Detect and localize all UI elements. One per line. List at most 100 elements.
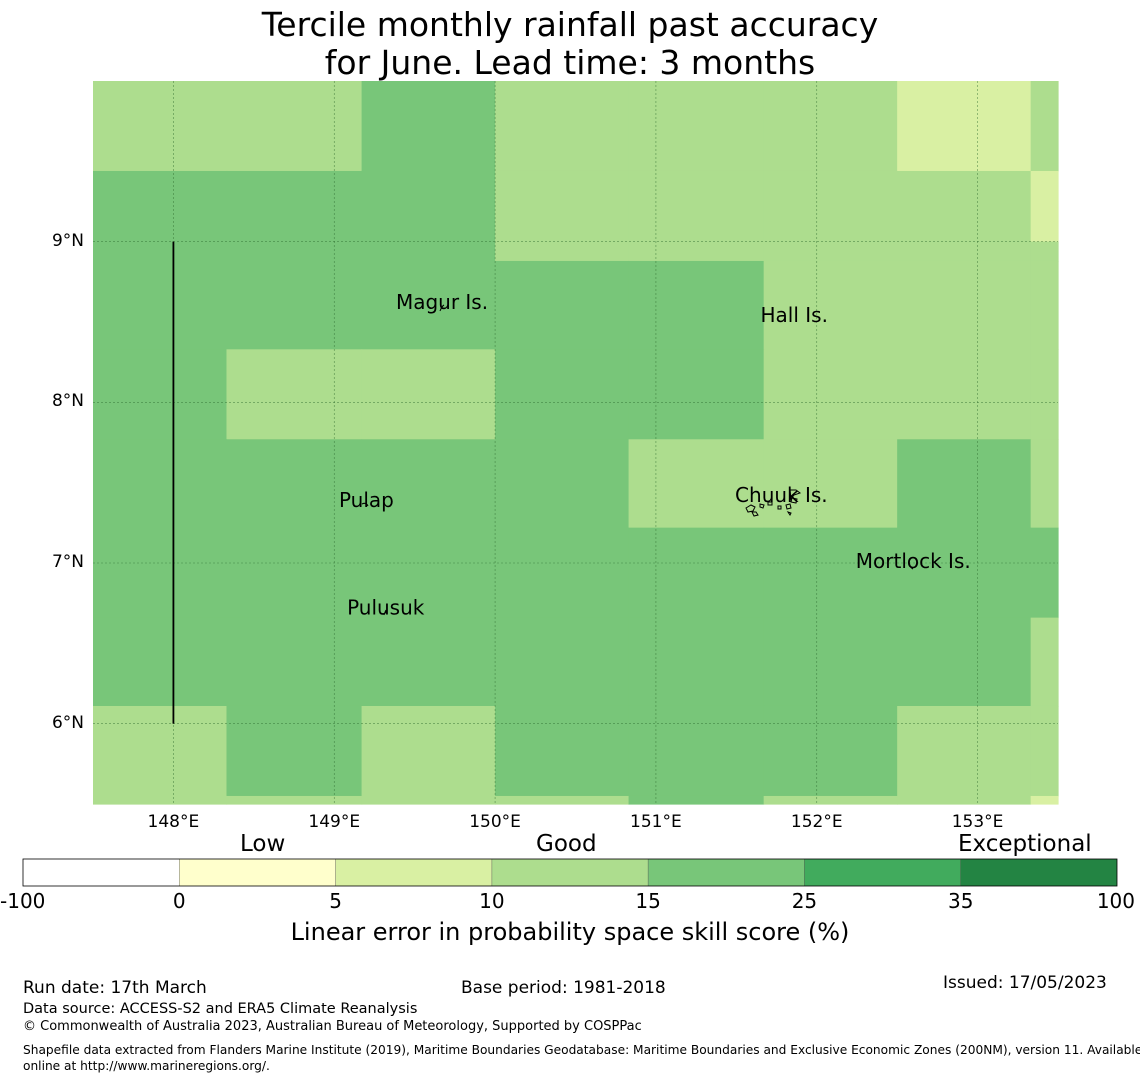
- x-tick-label: 149°E: [308, 812, 361, 832]
- grid-cell: [361, 527, 496, 619]
- grid-cell: [93, 617, 228, 707]
- colorbar-tick-label: 0: [172, 889, 186, 913]
- grid-cell: [897, 439, 1032, 529]
- shapefile-credit-line-2: online at http://www.marineregions.org/.: [23, 1059, 270, 1073]
- grid-cell: [1030, 260, 1059, 350]
- x-tick-label: 151°E: [630, 812, 682, 832]
- colorbar-title: Linear error in probability space skill …: [290, 918, 850, 946]
- grid-cell: [93, 705, 228, 797]
- grid-cell: [361, 81, 496, 172]
- grid-cell: [361, 705, 496, 797]
- grid-cell: [226, 260, 363, 350]
- grid-cell: [1030, 349, 1059, 440]
- grid-cell: [495, 795, 630, 805]
- grid-cell: [93, 241, 228, 262]
- grid-cell: [226, 527, 363, 619]
- grid-cell: [628, 241, 765, 262]
- colorbar-tick-label: 100: [1096, 889, 1135, 913]
- grid-cell: [897, 705, 1032, 797]
- title-line-1: Tercile monthly rainfall past accuracy: [261, 5, 879, 44]
- grid-cell: [763, 617, 898, 707]
- place-label: Magur Is.: [396, 290, 488, 314]
- base-period: Base period: 1981-2018: [461, 978, 666, 998]
- grid-cell: [226, 795, 363, 805]
- colorbar-segment: [179, 859, 336, 886]
- grid-cell: [1030, 527, 1059, 619]
- grid-cell: [897, 527, 1032, 619]
- grid-cell: [763, 349, 898, 440]
- place-label: Pulusuk: [347, 595, 425, 619]
- grid-cell: [361, 617, 496, 707]
- grid-cell: [897, 349, 1032, 440]
- grid-cell: [763, 705, 898, 797]
- colorbar-tick-label: 5: [329, 889, 342, 913]
- grid-cell: [495, 617, 630, 707]
- grid-cell: [226, 241, 363, 262]
- island-outlines: [361, 304, 914, 616]
- y-tick-label: 6°N: [51, 712, 84, 733]
- grid-cell: [226, 170, 363, 243]
- grid-cell: [226, 349, 363, 440]
- grid-cell: [897, 241, 1032, 262]
- x-tick-label: 148°E: [147, 812, 200, 832]
- grid-cell: [93, 260, 228, 350]
- grid-cell: [763, 241, 898, 262]
- grid-cell: [495, 527, 630, 619]
- grid-cell: [1030, 617, 1059, 707]
- colorbar-section-exceptional: Exceptional: [958, 831, 1092, 857]
- colorbar-segment: [23, 859, 180, 886]
- place-labels: Magur Is. Hall Is. Pulap Chuuk Is. Mortlock …: [339, 290, 971, 619]
- grid-cell: [1030, 170, 1059, 243]
- colorbar-tick-label: 10: [479, 889, 505, 913]
- grid-cell: [93, 439, 228, 529]
- colorbar-segment: [960, 859, 1117, 886]
- skill-grid: [93, 81, 1059, 805]
- x-tick-label: 152°E: [790, 812, 843, 832]
- title-line-2: for June. Lead time: 3 months: [324, 43, 816, 82]
- grid-cell: [226, 439, 363, 529]
- grid-cell: [628, 170, 765, 243]
- grid-cell: [1030, 241, 1059, 262]
- colorbar-frame: [22, 858, 1118, 887]
- grid-cell: [93, 349, 228, 440]
- grid-cell: [628, 795, 765, 805]
- grid-cell: [361, 170, 496, 243]
- shapefile-credit: Shapefile data extracted from Flanders M…: [23, 1042, 1140, 1074]
- shapefile-credit-line-1: Shapefile data extracted from Flanders M…: [23, 1043, 1140, 1057]
- grid-cell: [763, 81, 898, 172]
- copyright: © Commonwealth of Australia 2023, Austra…: [23, 1019, 642, 1034]
- grid-cell: [495, 260, 630, 350]
- grid-cell: [226, 617, 363, 707]
- colorbar-tick-label: 15: [635, 889, 661, 913]
- grid-cell: [93, 170, 228, 243]
- grid-cell: [628, 527, 765, 619]
- grid-cell: [495, 705, 630, 797]
- grid-cell: [763, 439, 898, 529]
- grid-cell: [897, 81, 1032, 172]
- grid-cell: [897, 795, 1032, 805]
- grid-cell: [628, 260, 765, 350]
- x-tick-label: 150°E: [469, 812, 521, 832]
- grid-cell: [897, 260, 1032, 350]
- magur-island-outline: [439, 304, 445, 312]
- place-label: Hall Is.: [761, 303, 828, 327]
- grid-cell: [361, 241, 496, 262]
- grid-cell: [628, 349, 765, 440]
- run-date: Run date: 17th March: [23, 978, 207, 998]
- grid-cell: [361, 349, 496, 440]
- grid-cell: [93, 527, 228, 619]
- grid-cell: [495, 241, 630, 262]
- grid-cell: [1030, 795, 1059, 805]
- grid-cell: [628, 617, 765, 707]
- grid-cell: [1030, 439, 1059, 529]
- colorbar-section-good: Good: [536, 831, 597, 857]
- issued-date: Issued: 17/05/2023: [943, 973, 1107, 993]
- place-label: Chuuk Is.: [735, 483, 828, 507]
- grid-cell: [93, 81, 228, 172]
- colorbar-segment: [804, 859, 961, 886]
- grid-cell: [763, 527, 898, 619]
- place-label: Mortlock Is.: [856, 549, 971, 573]
- grid-cell: [495, 439, 630, 529]
- grid-cell: [226, 705, 363, 797]
